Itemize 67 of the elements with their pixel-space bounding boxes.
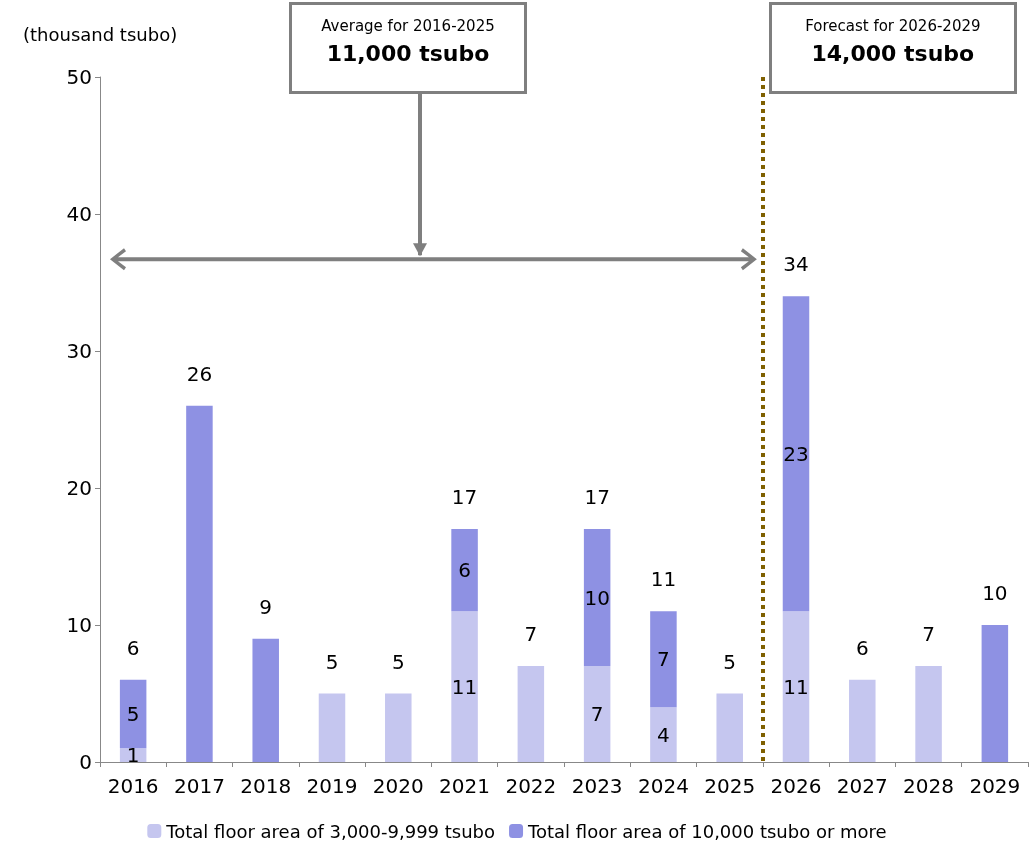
x-tick-label: 2024 <box>637 774 689 798</box>
x-tick-label: 2025 <box>704 774 756 798</box>
y-tick-label: 40 <box>66 202 92 226</box>
x-tick-label: 2028 <box>903 774 955 798</box>
x-tick-label: 2027 <box>836 774 888 798</box>
x-tick-label: 2022 <box>505 774 557 798</box>
x-tick-label: 2016 <box>107 774 159 798</box>
data-label: 6 <box>458 558 471 583</box>
y-axis-title: (thousand tsubo) <box>23 23 178 45</box>
x-tick-label: 2026 <box>770 774 822 798</box>
data-label: 11 <box>451 674 478 699</box>
bar <box>782 296 810 612</box>
bar <box>583 666 611 762</box>
data-label: 7 <box>590 702 604 727</box>
x-tick-label: 2021 <box>439 774 491 798</box>
total-label: 34 <box>783 252 809 277</box>
x-tick-label: 2018 <box>240 774 292 798</box>
total-label: 10 <box>982 581 1008 605</box>
data-label: 7 <box>657 647 670 672</box>
bar <box>650 707 677 762</box>
bar <box>650 611 677 708</box>
x-tick-label: 2020 <box>372 774 424 798</box>
bar <box>981 625 1009 762</box>
bar <box>451 611 478 762</box>
y-tick-label: 20 <box>66 476 92 500</box>
bar <box>782 611 810 762</box>
total-label: 6 <box>855 635 869 660</box>
total-label: 5 <box>325 649 339 674</box>
bar <box>451 529 478 612</box>
legend-label: Total floor area of 10,000 tsubo or more <box>527 820 887 842</box>
bar <box>583 529 611 667</box>
total-label: 5 <box>391 649 405 674</box>
x-tick-label: 2017 <box>173 774 225 798</box>
x-tick-label: 2019 <box>306 774 358 798</box>
y-tick-label: 10 <box>66 613 92 637</box>
bar <box>849 679 876 762</box>
text-box: Average for 2016-2025 11,000 tsubo <box>289 2 527 94</box>
data-label: 11 <box>783 674 809 699</box>
total-label: 5 <box>723 649 737 674</box>
y-tick-label: 30 <box>66 339 92 363</box>
total-label: 17 <box>451 485 478 510</box>
x-tick-label: 2023 <box>571 774 623 798</box>
bar <box>517 666 545 762</box>
data-label: 23 <box>783 441 809 466</box>
bar <box>318 693 346 762</box>
data-label: 1 <box>126 743 140 768</box>
total-label: 17 <box>584 485 610 510</box>
bar <box>186 405 213 762</box>
bar <box>252 638 279 762</box>
text-box: Forecast for 2026-2029 14,000 tsubo <box>768 2 1017 94</box>
bar <box>915 666 942 762</box>
bar <box>716 693 743 762</box>
legend-label: Total floor area of 3,000-9,999 tsubo <box>165 820 496 842</box>
x-tick-label: 2029 <box>969 774 1021 798</box>
total-label: 11 <box>650 567 677 592</box>
total-label: 9 <box>259 594 273 619</box>
y-tick-label: 50 <box>66 65 92 89</box>
data-label: 4 <box>657 722 670 747</box>
bar <box>385 693 412 762</box>
total-label: 7 <box>524 622 538 647</box>
total-label: 26 <box>186 361 213 386</box>
bar <box>119 679 147 749</box>
total-label: 6 <box>126 635 140 660</box>
data-label: 5 <box>126 702 140 727</box>
data-label: 10 <box>584 585 610 610</box>
y-tick-label: 0 <box>79 750 92 774</box>
total-label: 7 <box>922 622 935 647</box>
